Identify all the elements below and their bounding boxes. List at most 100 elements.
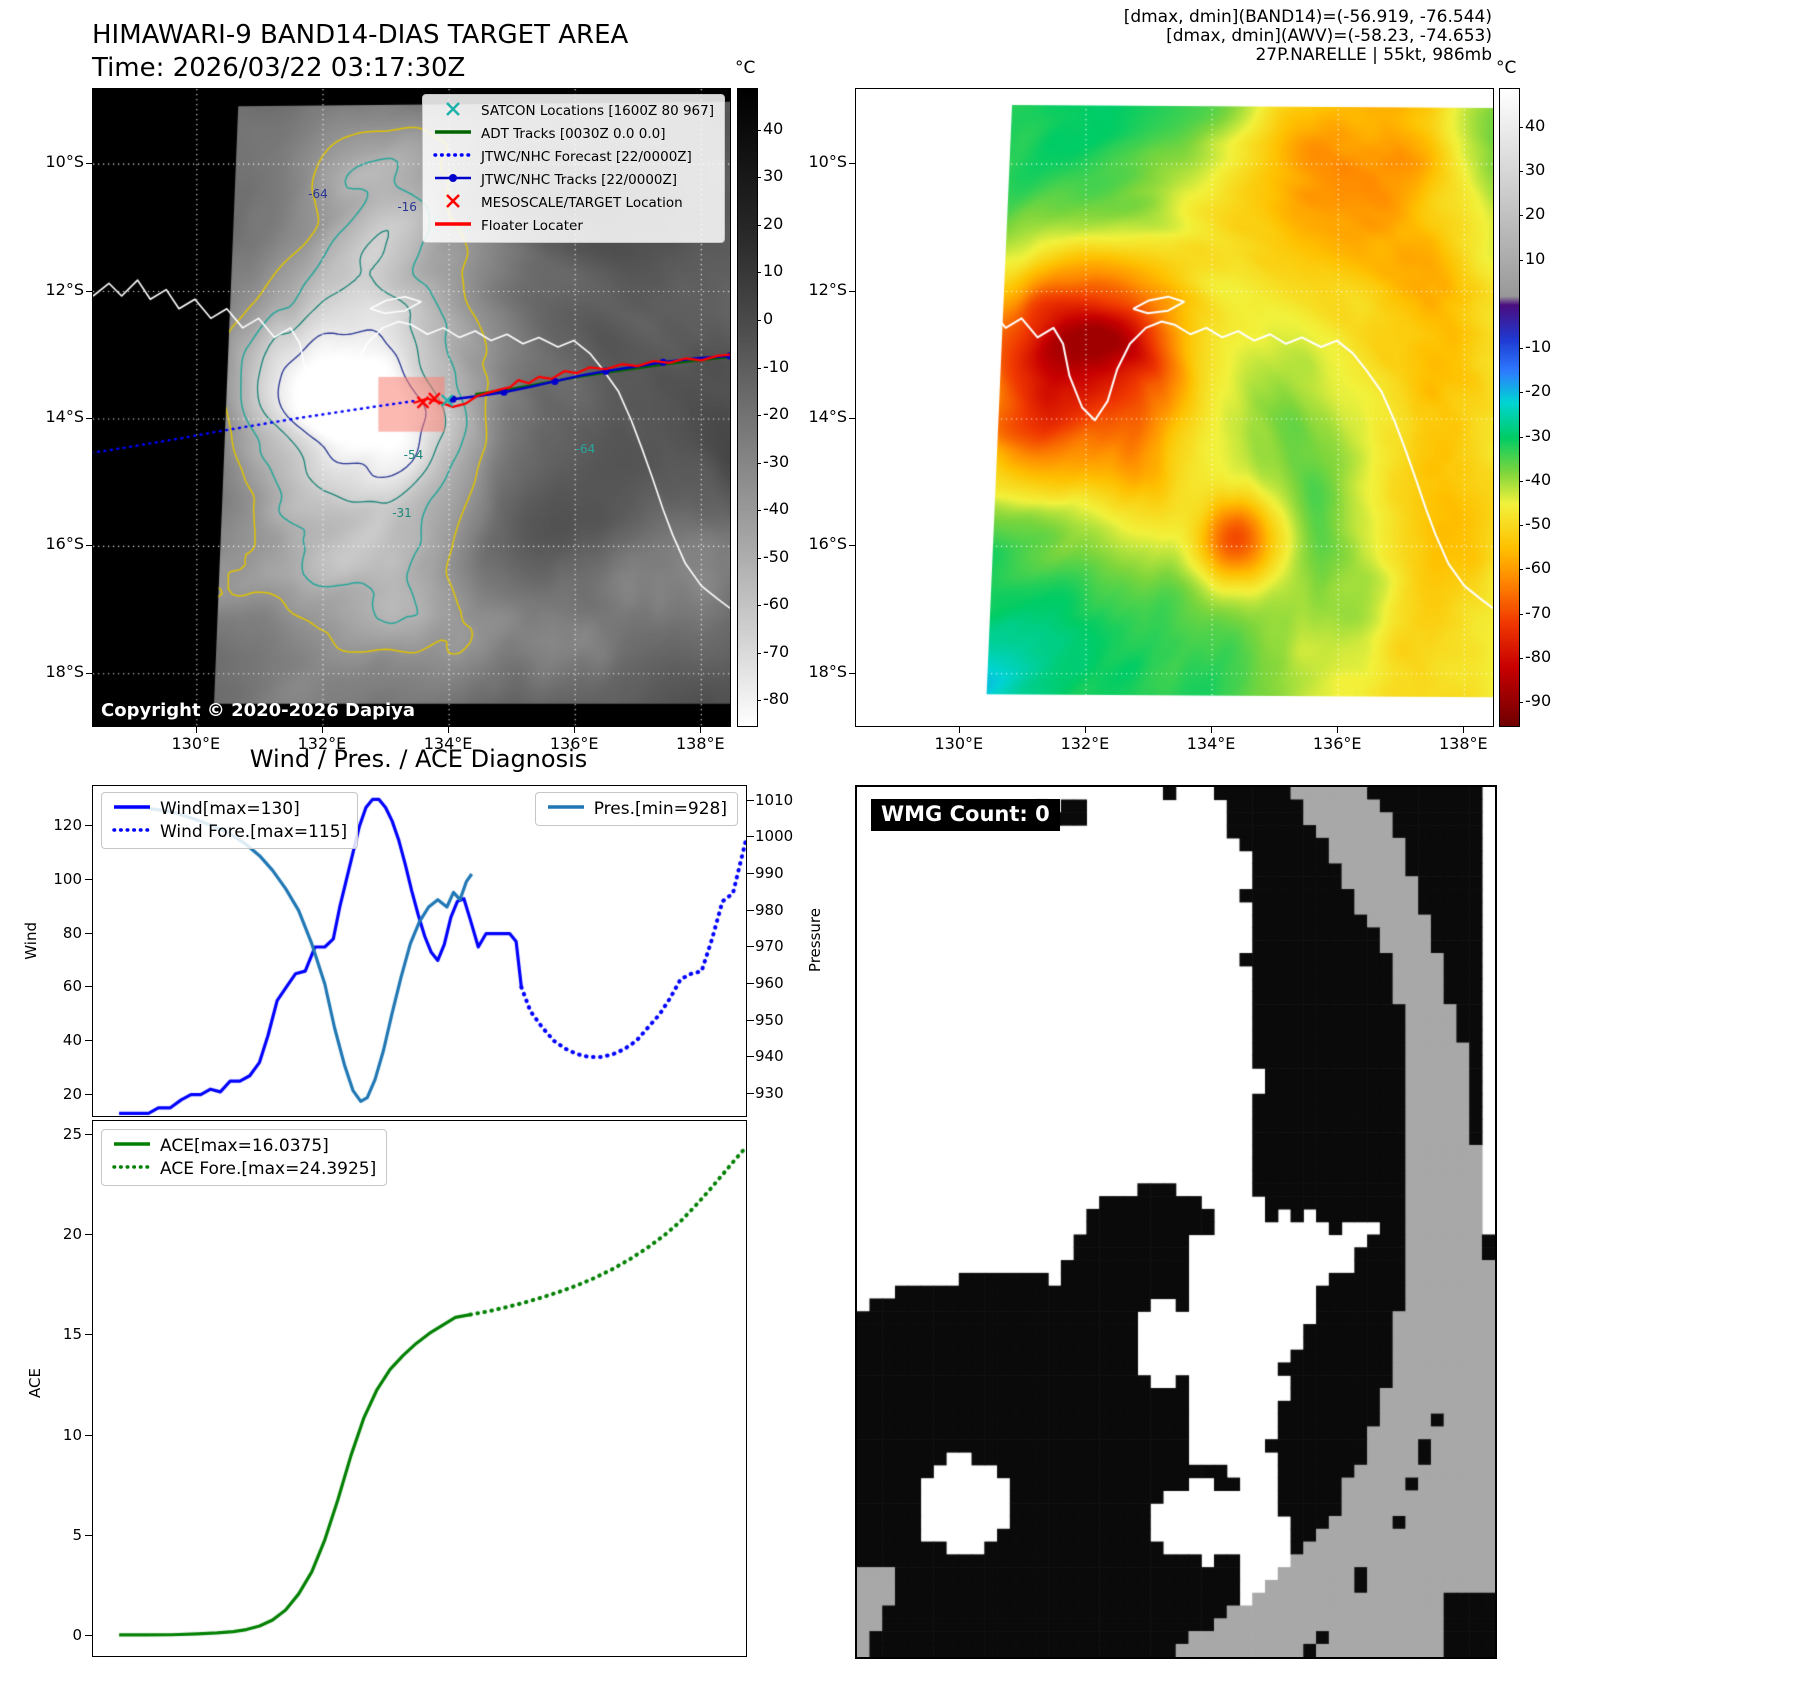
awv-colorbar-tick-label: -60: [1525, 558, 1552, 578]
y-axis-tick-label: 40: [62, 1030, 82, 1049]
awv-colorbar-tick-label: -20: [1525, 381, 1552, 401]
legend-label: Floater Locater: [481, 218, 583, 234]
lon-tick-label: 136°E: [549, 734, 599, 753]
y-tick-mark: [747, 836, 754, 838]
lon-tick-label: 132°E: [1060, 734, 1110, 753]
y-tick-mark: [85, 1234, 92, 1236]
contour-label: -16: [397, 199, 417, 214]
copyright-watermark: Copyright © 2020-2026 Dapiya: [101, 700, 416, 721]
jtwc-forecast-icon: [433, 147, 473, 167]
y-axis-tick-label: 100: [53, 869, 82, 888]
colorbar-tick-mark: [1519, 215, 1523, 217]
contour-label: -64: [308, 187, 328, 202]
awv-colorbar-tick-label: 20: [1525, 204, 1546, 224]
y-axis-tick-label: 60: [62, 977, 82, 996]
band14-colorbar: [737, 88, 758, 727]
lat-tick-mark: [86, 672, 92, 674]
band14-colorbar-tick-label: -30: [763, 451, 790, 471]
lat-tick-mark: [86, 417, 92, 419]
legend-label: MESOSCALE/TARGET Location: [481, 195, 683, 211]
colorbar-tick-mark: [1519, 392, 1523, 394]
tl-panel-title: HIMAWARI-9 BAND14-DIAS TARGET AREA: [92, 20, 629, 50]
colorbar-tick-mark: [1519, 348, 1523, 350]
lat-tick-label: 14°S: [808, 406, 847, 426]
legend-item: Floater Locater: [433, 216, 714, 236]
lat-tick-mark: [86, 545, 92, 547]
awv-colorbar-tick-label: -80: [1525, 646, 1552, 666]
lat-tick-label: 16°S: [45, 534, 84, 554]
contour-label: -64: [575, 441, 596, 456]
wmg-count-badge: WMG Count: 0: [871, 799, 1060, 831]
floater-icon: [433, 216, 473, 236]
legend-label: ACE Fore.[max=24.3925]: [160, 1159, 377, 1179]
lat-tick-label: 12°S: [808, 279, 847, 299]
legend-item: JTWC/NHC Tracks [22/0000Z]: [433, 170, 714, 190]
jtwc-track-icon: [433, 170, 473, 190]
y-tick-mark: [85, 878, 92, 880]
y-tick-mark: [85, 1634, 92, 1636]
colorbar-tick-mark: [757, 557, 761, 559]
colorbar-tick-mark: [757, 367, 761, 369]
legend-item: ACE[max=16.0375]: [112, 1136, 376, 1156]
y-axis-tick-label-right: 930: [755, 1084, 784, 1102]
colorbar-tick-mark: [757, 700, 761, 702]
colorbar-tick-mark: [1519, 569, 1523, 571]
awv-colorbar-tick-label: -50: [1525, 514, 1552, 534]
band14-colorbar-tick-label: -80: [763, 689, 790, 709]
y-tick-mark: [747, 1056, 754, 1058]
band14-colorbar-tick-label: -60: [763, 594, 790, 614]
tl-colorbar-unit: °C: [735, 58, 756, 78]
lat-tick-mark: [86, 290, 92, 292]
wind-line-icon: [112, 799, 152, 819]
y-tick-mark: [85, 986, 92, 988]
legend-item: SATCON Locations [1600Z 80 967]: [433, 101, 714, 121]
legend-label: Pres.[min=928]: [593, 799, 727, 819]
y-tick-mark: [85, 1093, 92, 1095]
colorbar-tick-mark: [757, 605, 761, 607]
storm-status-text: 27P.NARELLE | 55kt, 986mb: [1255, 45, 1492, 65]
awv-colorbar-tick-label: -10: [1525, 337, 1552, 357]
pressure-line-icon: [546, 799, 586, 819]
lon-tick-mark: [1211, 727, 1213, 733]
colorbar-tick-mark: [757, 272, 761, 274]
legend-item: JTWC/NHC Forecast [22/0000Z]: [433, 147, 714, 167]
colorbar-tick-mark: [757, 224, 761, 226]
legend-item: Wind Fore.[max=115]: [112, 822, 347, 842]
legend-label: JTWC/NHC Forecast [22/0000Z]: [481, 149, 692, 165]
tl-panel-time: Time: 2026/03/22 03:17:30Z: [92, 53, 466, 83]
y-axis-tick-label-right: 990: [755, 864, 784, 882]
y-tick-mark: [85, 1134, 92, 1136]
lon-tick-mark: [1463, 727, 1465, 733]
band14-satellite-map: SATCON Locations [1600Z 80 967] ADT Track…: [92, 88, 731, 727]
legend-item: Wind[max=130]: [112, 799, 347, 819]
y-axis-tick-label: 5: [72, 1525, 82, 1544]
y-tick-mark: [85, 932, 92, 934]
y-tick-mark: [85, 825, 92, 827]
ace-legend: ACE[max=16.0375] ACE Fore.[max=24.3925]: [101, 1129, 388, 1186]
contour-label: -54: [403, 448, 424, 463]
lon-tick-mark: [1337, 727, 1339, 733]
band14-colorbar-tick-label: 0: [763, 308, 774, 328]
legend-label: Wind[max=130]: [160, 799, 300, 819]
awv-colorbar-tick-label: -30: [1525, 425, 1552, 445]
ace-chart: ACE[max=16.0375] ACE Fore.[max=24.3925]: [92, 1120, 747, 1657]
y-tick-mark: [747, 1093, 754, 1094]
y-tick-mark: [747, 1019, 754, 1021]
awv-enhanced-map: [855, 88, 1494, 727]
band14-colorbar-tick-label: 10: [763, 261, 784, 281]
wind-legend: Wind[max=130] Wind Fore.[max=115]: [101, 792, 359, 849]
target-x-icon: [433, 193, 473, 213]
awv-enhanced-canvas: [856, 89, 1493, 726]
y-tick-mark: [85, 1334, 92, 1336]
colorbar-tick-mark: [1519, 657, 1523, 659]
colorbar-tick-mark: [1519, 126, 1523, 128]
colorbar-tick-mark: [757, 129, 761, 131]
ace-line-icon: [112, 1136, 152, 1156]
colorbar-tick-mark: [757, 177, 761, 179]
colorbar-tick-mark: [1519, 613, 1523, 615]
ace-canvas: [93, 1121, 746, 1656]
y-tick-mark: [747, 799, 754, 801]
y-tick-mark: [85, 1534, 92, 1536]
lat-tick-label: 14°S: [45, 406, 84, 426]
awv-colorbar-tick-label: -70: [1525, 602, 1552, 622]
